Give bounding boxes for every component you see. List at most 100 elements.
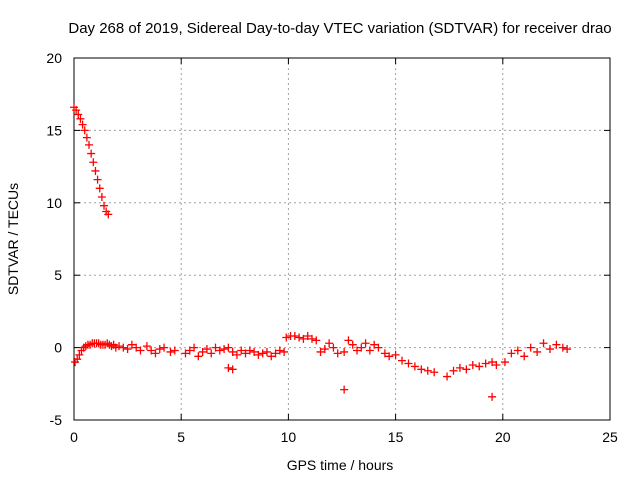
- axis-ticks: [73, 57, 611, 421]
- data-point: [245, 346, 254, 355]
- data-point: [211, 343, 220, 352]
- data-point: [468, 360, 477, 369]
- data-point: [185, 346, 194, 355]
- plot-frame: [73, 57, 611, 421]
- data-point: [340, 385, 349, 394]
- data-point: [526, 343, 535, 352]
- x-tick-label: 0: [70, 429, 78, 445]
- data-point: [95, 184, 104, 193]
- x-tick-label: 5: [177, 429, 185, 445]
- chart-title: Day 268 of 2019, Sidereal Day-to-day VTE…: [68, 20, 611, 37]
- y-tick-label: 15: [46, 122, 62, 138]
- data-point: [533, 347, 542, 356]
- y-tick-label: -5: [50, 412, 63, 428]
- data-point: [119, 343, 128, 352]
- data-point: [151, 349, 160, 358]
- data-point: [142, 342, 151, 351]
- data-point: [275, 346, 284, 355]
- x-tick-labels: 0 5 10 15 20 25: [70, 429, 618, 445]
- data-point: [78, 120, 87, 129]
- y-tick-label: 0: [54, 340, 62, 356]
- x-tick-label: 15: [388, 429, 404, 445]
- x-tick-label: 10: [281, 429, 297, 445]
- data-point: [94, 339, 103, 348]
- y-tick-labels: -5 0 5 10 15 20: [46, 50, 62, 428]
- data-point: [74, 110, 83, 119]
- y-axis-label: SDTVAR / TECUs: [5, 183, 21, 295]
- data-point: [353, 346, 362, 355]
- data-point: [250, 347, 259, 356]
- data-point: [202, 345, 211, 354]
- data-point: [333, 349, 342, 358]
- data-point: [237, 346, 246, 355]
- data-point: [295, 333, 304, 342]
- data-point: [320, 345, 329, 354]
- data-point: [207, 349, 216, 358]
- data-point: [228, 347, 237, 356]
- data-point: [228, 365, 237, 374]
- data-point: [307, 334, 316, 343]
- data-point: [155, 345, 164, 354]
- data-point: [430, 368, 439, 377]
- data-point: [80, 126, 89, 135]
- data-point: [303, 332, 312, 341]
- data-point: [224, 363, 233, 372]
- data-point: [258, 349, 267, 358]
- data-point: [75, 350, 84, 359]
- data-point: [492, 360, 501, 369]
- data-point: [93, 175, 102, 184]
- data-point: [348, 340, 357, 349]
- data-point: [190, 343, 199, 352]
- data-point: [475, 362, 484, 371]
- data-point: [76, 114, 85, 123]
- data-point: [539, 339, 548, 348]
- data-point: [380, 349, 389, 358]
- data-point: [558, 343, 567, 352]
- data-point: [147, 346, 156, 355]
- x-tick-label: 20: [495, 429, 511, 445]
- data-point: [170, 346, 179, 355]
- y-tick-label: 20: [46, 50, 62, 66]
- data-point: [488, 358, 497, 367]
- data-point: [262, 347, 271, 356]
- data-point: [520, 352, 529, 361]
- data-point: [194, 352, 203, 361]
- y-tick-label: 5: [54, 267, 62, 283]
- data-point: [410, 362, 419, 371]
- data-point: [241, 349, 250, 358]
- data-point: [224, 343, 233, 352]
- data-point: [365, 346, 374, 355]
- data-point: [340, 347, 349, 356]
- data-point: [417, 365, 426, 374]
- data-point: [316, 347, 325, 356]
- data-point: [232, 350, 241, 359]
- data-point: [488, 392, 497, 401]
- data-point: [443, 372, 452, 381]
- data-point: [166, 347, 175, 356]
- data-point: [215, 346, 224, 355]
- data-point: [89, 158, 98, 167]
- data-point: [254, 350, 263, 359]
- data-point: [91, 166, 100, 175]
- data-point: [85, 140, 94, 149]
- data-point: [267, 352, 276, 361]
- data-point: [552, 340, 561, 349]
- data-point: [374, 343, 383, 352]
- x-axis-label: GPS time / hours: [287, 457, 394, 473]
- data-point: [344, 336, 353, 345]
- y-tick-label: 10: [46, 195, 62, 211]
- data-point: [391, 350, 400, 359]
- data-point: [462, 365, 471, 374]
- data-point: [198, 347, 207, 356]
- x-tick-label: 25: [602, 429, 618, 445]
- data-point: [312, 336, 321, 345]
- data-point: [513, 346, 522, 355]
- data-point: [73, 355, 82, 364]
- data-point: [455, 363, 464, 372]
- data-point: [87, 149, 96, 158]
- grid: [74, 58, 610, 420]
- data-point: [127, 340, 136, 349]
- data-point: [500, 358, 509, 367]
- data-point: [398, 356, 407, 365]
- data-point: [181, 349, 190, 358]
